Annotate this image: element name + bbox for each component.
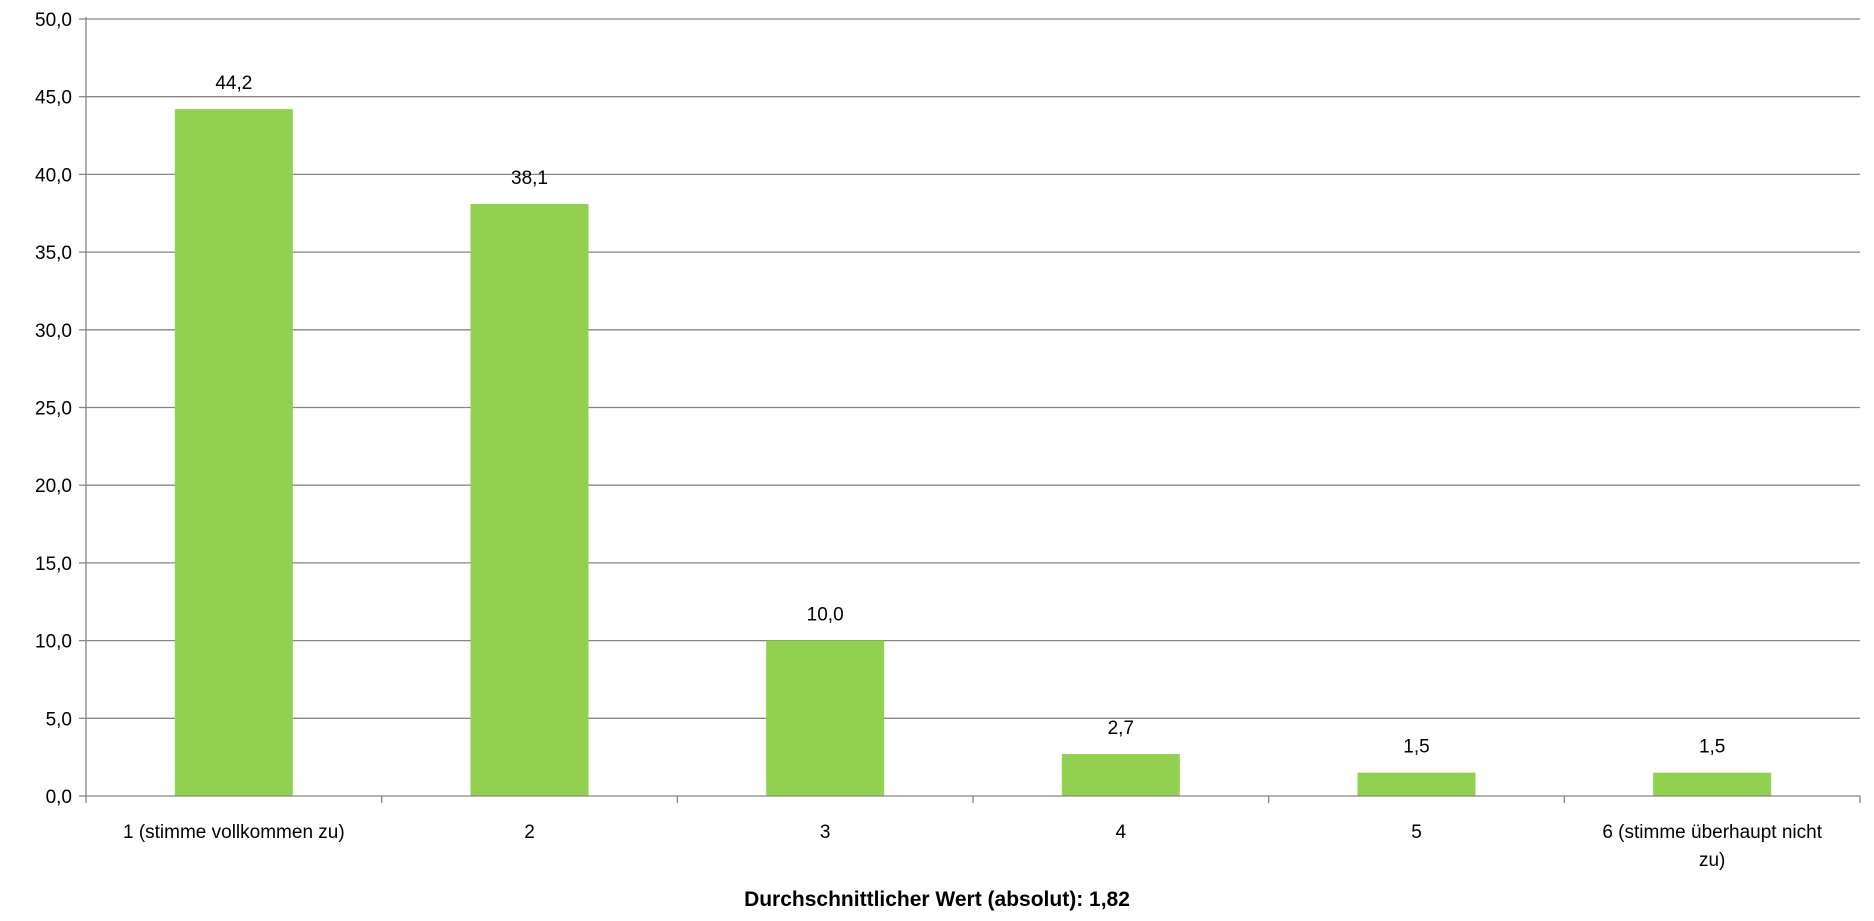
y-tick-label: 45,0 xyxy=(35,88,72,109)
x-axis-category-labels: 1 (stimme vollkommen zu) 2 3 4 5 6 (stimme üb… xyxy=(123,822,1823,871)
y-tick-label: 15,0 xyxy=(35,554,72,575)
x-category-label: 4 xyxy=(1116,822,1127,843)
y-axis-tick-labels: 0,0 5,0 10,0 15,0 20,0 25,0 30,0 35,0 40,0 45,0 50… xyxy=(35,10,72,808)
x-category-label: 5 xyxy=(1411,822,1422,843)
data-label: 1,5 xyxy=(1403,737,1429,758)
x-category-label: 3 xyxy=(820,822,831,843)
data-label: 2,7 xyxy=(1108,718,1134,739)
y-tick-label: 20,0 xyxy=(35,476,72,497)
bar xyxy=(766,640,885,796)
data-label: 10,0 xyxy=(807,605,844,626)
data-label: 1,5 xyxy=(1699,737,1725,758)
y-tick-label: 35,0 xyxy=(35,243,72,264)
x-category-label: 2 xyxy=(524,822,535,843)
x-category-label: 1 (stimme vollkommen zu) xyxy=(123,822,345,843)
y-tick-label: 40,0 xyxy=(35,165,72,186)
gridlines xyxy=(86,18,1860,719)
data-label: 44,2 xyxy=(215,73,252,94)
y-tick-label: 5,0 xyxy=(46,709,72,730)
y-tick-label: 25,0 xyxy=(35,399,72,420)
y-tick-label: 0,0 xyxy=(46,787,72,808)
y-tick-label: 30,0 xyxy=(35,321,72,342)
bar xyxy=(1061,754,1180,796)
axes xyxy=(79,17,1861,803)
bar xyxy=(470,203,589,796)
data-label: 38,1 xyxy=(511,168,548,189)
bar xyxy=(174,109,293,796)
y-tick-label: 10,0 xyxy=(35,632,72,653)
bar xyxy=(1357,772,1476,796)
x-axis-title: Durchschnittlicher Wert (absolut): 1,82 xyxy=(744,888,1130,911)
bars xyxy=(174,109,1772,796)
y-tick-label: 50,0 xyxy=(35,10,72,31)
data-labels: 44,2 38,1 10,0 2,7 1,5 1,5 xyxy=(215,73,1725,758)
bar xyxy=(1653,772,1772,796)
x-category-label: 6 (stimme überhaupt nicht zu) xyxy=(1602,822,1822,871)
